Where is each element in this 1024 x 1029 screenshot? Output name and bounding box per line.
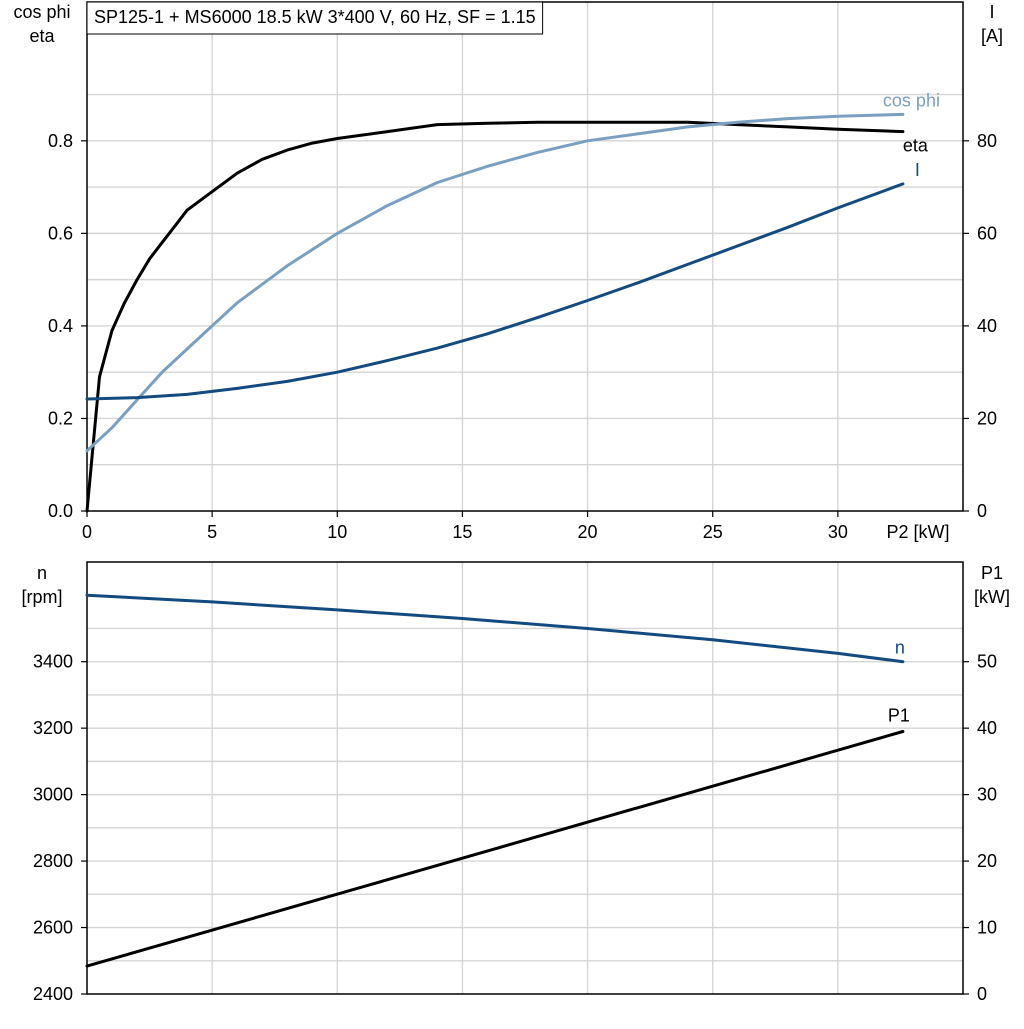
top-grid <box>87 2 963 511</box>
top-x-tick-label: 5 <box>207 522 217 542</box>
bottom-series-n-line <box>85 593 905 664</box>
top-left-tick-label: 0.6 <box>48 223 73 243</box>
top-frame <box>81 1 969 517</box>
top-x-tick-label: 25 <box>703 522 723 542</box>
bottom-annotation-n: n <box>895 638 905 658</box>
top-right-axis-label: [A] <box>981 26 1003 46</box>
top-x-tick-label: 15 <box>452 522 472 542</box>
top-left-tick-label: 0.8 <box>48 131 73 151</box>
bottom-right-tick-label: 30 <box>977 785 997 805</box>
bottom-grid <box>87 562 963 994</box>
bottom-frame <box>81 561 969 995</box>
bottom-right-tick-label: 20 <box>977 851 997 871</box>
bottom-right-tick-label: 50 <box>977 652 997 672</box>
bottom-series-p1-line <box>85 730 905 968</box>
bottom-right-axis-label: P1 <box>981 563 1003 583</box>
top-x-axis-label: P2 [kW] <box>886 522 949 542</box>
bottom-left-tick-label: 2600 <box>33 918 73 938</box>
top-series <box>85 112 905 513</box>
top-right-axis-label: I <box>989 2 994 22</box>
top-labels: 0.0 0.2 0.4 0.6 0.8 0 20 40 60 80 0 5 10 15 20 25 30 P2 [… <box>13 1 1003 542</box>
bottom-left-tick-label: 2800 <box>33 851 73 871</box>
top-chart: 0.0 0.2 0.4 0.6 0.8 0 20 40 60 80 0 5 10 15 20 25 30 P2 [… <box>13 1 1003 542</box>
top-left-axis-label: eta <box>29 26 55 46</box>
bottom-right-tick-label: 40 <box>977 718 997 738</box>
bottom-left-tick-label: 3400 <box>33 652 73 672</box>
top-left-tick-label: 0.0 <box>48 501 73 521</box>
top-x-tick-label: 30 <box>828 522 848 542</box>
bottom-chart: 2400 2600 2800 3000 3200 3400 0 10 20 30 40 50 n [rpm… <box>21 561 1010 1004</box>
bottom-left-tick-label: 3200 <box>33 718 73 738</box>
top-plot-frame <box>86 1 964 512</box>
top-series-cos-phi-line <box>85 112 905 453</box>
bottom-labels: 2400 2600 2800 3000 3200 3400 0 10 20 30 40 50 n [rpm… <box>21 563 1010 1004</box>
bottom-right-tick-label: 0 <box>977 984 987 1004</box>
top-chart-title: SP125-1 + MS6000 18.5 kW 3*400 V, 60 Hz,… <box>94 7 536 27</box>
top-annotation-i: I <box>915 160 920 180</box>
top-x-tick-label: 10 <box>327 522 347 542</box>
bottom-plot-frame <box>86 561 964 995</box>
top-annotation-cos-phi: cos phi <box>883 90 940 110</box>
top-chart-title-box <box>86 1 544 35</box>
top-right-tick-label: 80 <box>977 131 997 151</box>
top-right-tick-label: 40 <box>977 316 997 336</box>
bottom-left-axis-label: [rpm] <box>21 587 62 607</box>
bottom-annotation-p1: P1 <box>888 705 910 725</box>
top-x-tick-label: 20 <box>578 522 598 542</box>
top-x-tick-label: 0 <box>82 522 92 542</box>
top-series-i-line <box>85 182 905 401</box>
bottom-left-axis-label: n <box>37 563 47 583</box>
bottom-left-tick-label: 2400 <box>33 984 73 1004</box>
bottom-right-tick-label: 10 <box>977 918 997 938</box>
bottom-left-tick-label: 3000 <box>33 785 73 805</box>
bottom-right-axis-label: [kW] <box>974 587 1010 607</box>
top-left-tick-label: 0.2 <box>48 408 73 428</box>
top-left-axis-label: cos phi <box>13 2 70 22</box>
top-series-eta-line <box>85 120 905 513</box>
top-left-tick-label: 0.4 <box>48 316 73 336</box>
top-right-tick-label: 60 <box>977 223 997 243</box>
top-right-tick-label: 0 <box>977 501 987 521</box>
top-right-tick-label: 20 <box>977 408 997 428</box>
top-annotation-eta: eta <box>903 136 929 156</box>
bottom-series <box>85 593 905 968</box>
